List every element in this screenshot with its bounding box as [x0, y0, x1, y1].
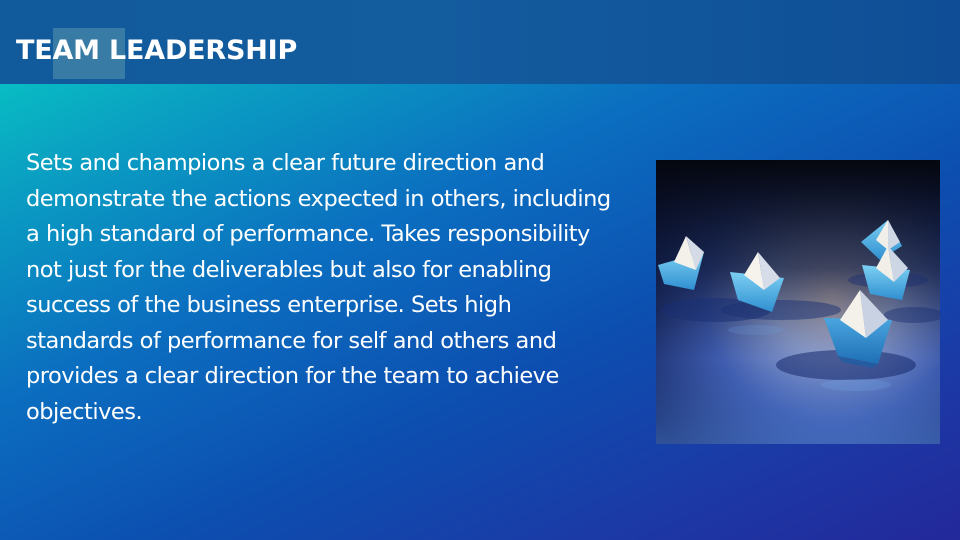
paper-boats-image	[656, 160, 940, 444]
slide-body-text: Sets and champions a clear future direct…	[26, 150, 611, 425]
title-accent-square	[53, 28, 125, 79]
header-bar	[0, 0, 960, 84]
slide-title: TEAM LEADERSHIP	[16, 35, 298, 66]
